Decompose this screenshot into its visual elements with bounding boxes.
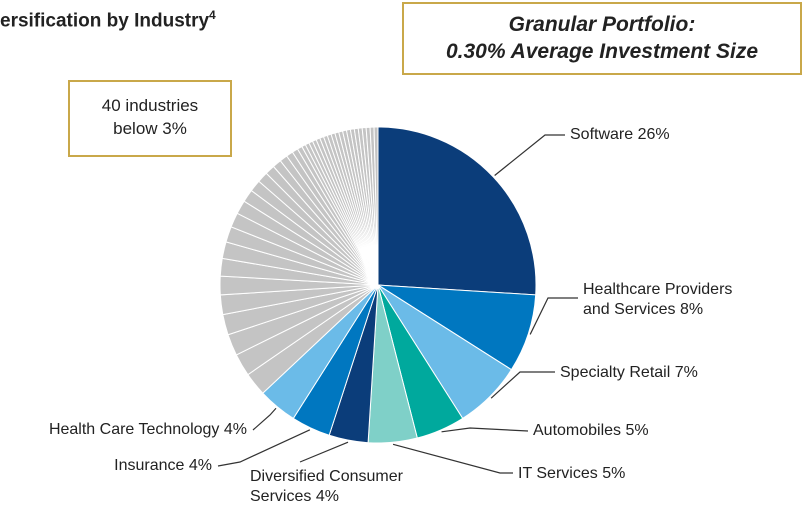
value-label: 8% (679, 301, 704, 318)
leader-line (494, 134, 565, 176)
pie-slice (373, 126, 379, 286)
value-label: 4% (315, 488, 339, 505)
value-label: 26% (637, 126, 670, 143)
leader-line (299, 441, 349, 463)
slice-label: Automobiles 5% (533, 421, 733, 441)
footnote-mark: 4 (209, 8, 216, 22)
leader-line (252, 407, 277, 431)
annotation-line: 0.30% Average Investment Size (445, 40, 759, 63)
slice-label: Software 26% (570, 125, 770, 145)
value-label: 5% (625, 422, 649, 439)
category-name: IT Services (518, 465, 598, 482)
pie-slice (377, 126, 537, 296)
annotation-box: 40 industries below 3% (68, 80, 232, 157)
category-name: Specialty Retail (560, 364, 671, 381)
leader-line (217, 429, 311, 467)
category-name: Insurance (114, 457, 185, 474)
leader-line (441, 427, 529, 433)
value-label: 5% (602, 465, 626, 482)
slice-label: IT Services 5% (518, 464, 718, 484)
annotation-line: Granular Portfolio: (508, 13, 696, 36)
category-name: Healthcare Providers and Services (583, 281, 733, 318)
slice-label: Healthcare Providers and Services 8% (583, 280, 753, 320)
chart-title: ersification by Industry4 (0, 8, 216, 32)
category-name: Automobiles (533, 422, 622, 439)
leader-line (490, 371, 555, 399)
annotation-box: Granular Portfolio: 0.30% Average Invest… (402, 2, 802, 75)
slice-label: Health Care Technology 4% (0, 420, 247, 440)
category-name: Diversified Consumer Services (250, 468, 403, 505)
annotation-line: below 3% (113, 119, 187, 138)
leader-line (529, 297, 578, 335)
slice-label: Diversified Consumer Services 4% (250, 467, 428, 505)
value-label: 4% (223, 421, 247, 438)
slice-label: Insurance 4% (12, 456, 212, 476)
value-label: 7% (674, 364, 698, 381)
value-label: 4% (188, 457, 212, 474)
title-text: ersification by Industry (0, 10, 210, 32)
category-name: Health Care Technology (48, 421, 220, 438)
leader-line (392, 443, 513, 474)
category-name: Software (570, 126, 634, 143)
slice-label: Specialty Retail 7% (560, 363, 760, 383)
annotation-line: 40 industries (101, 96, 199, 115)
